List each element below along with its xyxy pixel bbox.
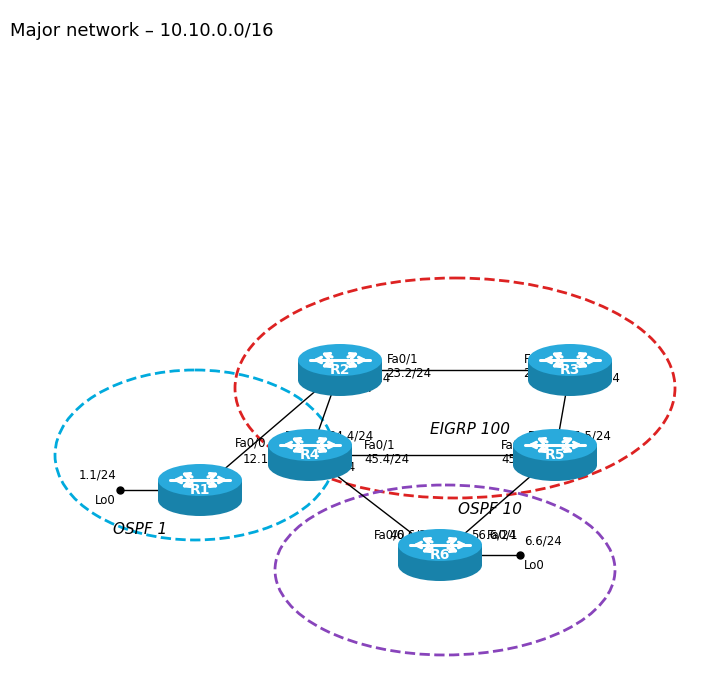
Text: 1.1/24: 1.1/24: [78, 469, 116, 482]
Ellipse shape: [528, 364, 612, 396]
Text: 12.1/24: 12.1/24: [243, 453, 288, 466]
Text: Fa0/1: Fa0/1: [487, 528, 519, 541]
Text: R1: R1: [190, 483, 210, 497]
Text: Fa0/0: Fa0/0: [529, 429, 560, 442]
Ellipse shape: [398, 549, 482, 581]
Ellipse shape: [268, 449, 352, 481]
Text: Fa0/0: Fa0/0: [523, 353, 555, 366]
Text: Lo0: Lo0: [95, 494, 116, 507]
Text: Fa1/0: Fa1/0: [304, 371, 335, 385]
Text: Major network – 10.10.0.0/16: Major network – 10.10.0.0/16: [10, 22, 274, 40]
Text: R5: R5: [545, 448, 565, 462]
Text: 24.2/24: 24.2/24: [345, 371, 391, 385]
Text: R3: R3: [560, 363, 580, 377]
Text: 6.6/24: 6.6/24: [524, 534, 562, 547]
Text: Fa0/0: Fa0/0: [235, 437, 266, 450]
Text: 45.4/24: 45.4/24: [364, 452, 409, 465]
Text: 56.5/24: 56.5/24: [539, 460, 585, 473]
Text: EIGRP 100: EIGRP 100: [430, 423, 510, 437]
Polygon shape: [398, 545, 482, 565]
Ellipse shape: [398, 529, 482, 561]
Polygon shape: [158, 480, 242, 500]
Ellipse shape: [158, 464, 242, 496]
Text: 46.4/24: 46.4/24: [311, 460, 356, 473]
Ellipse shape: [158, 484, 242, 516]
Text: 23.2/24: 23.2/24: [387, 367, 432, 380]
Text: R4: R4: [300, 448, 320, 462]
Text: 45.5/24: 45.5/24: [501, 452, 546, 465]
Text: Fa1/0: Fa1/0: [295, 460, 326, 473]
Text: Fa0/1: Fa0/1: [387, 353, 418, 366]
Polygon shape: [528, 360, 612, 380]
Ellipse shape: [268, 429, 352, 461]
Polygon shape: [268, 445, 352, 465]
Ellipse shape: [513, 449, 597, 481]
Text: Fa0/1: Fa0/1: [534, 371, 566, 385]
Text: OSPF 1: OSPF 1: [113, 522, 167, 537]
Text: 46.6/24: 46.6/24: [389, 528, 435, 541]
Polygon shape: [298, 360, 382, 380]
Ellipse shape: [298, 364, 382, 396]
Text: Fa1/0: Fa1/0: [558, 460, 590, 473]
Polygon shape: [513, 445, 597, 465]
Text: R6: R6: [430, 548, 450, 562]
Text: Fa0/0: Fa0/0: [319, 367, 351, 380]
Text: Fa0/0: Fa0/0: [285, 429, 316, 442]
Text: 35.5/24: 35.5/24: [566, 429, 612, 442]
Text: 56.6/24: 56.6/24: [471, 528, 516, 541]
Text: 35.3/24: 35.3/24: [574, 371, 620, 385]
Text: Fa0/1: Fa0/1: [364, 438, 395, 451]
Text: Lo0: Lo0: [524, 559, 545, 572]
Ellipse shape: [528, 344, 612, 376]
Text: OSPF 10: OSPF 10: [458, 503, 522, 518]
Ellipse shape: [298, 344, 382, 376]
Text: 24.4/24: 24.4/24: [328, 429, 374, 442]
Text: R2: R2: [330, 363, 350, 377]
Text: 23.3/24: 23.3/24: [523, 367, 569, 380]
Text: 12.2/24: 12.2/24: [327, 381, 373, 394]
Ellipse shape: [513, 429, 597, 461]
Text: Fa0/0: Fa0/0: [373, 528, 405, 541]
Text: Fa0/1: Fa0/1: [501, 438, 533, 451]
